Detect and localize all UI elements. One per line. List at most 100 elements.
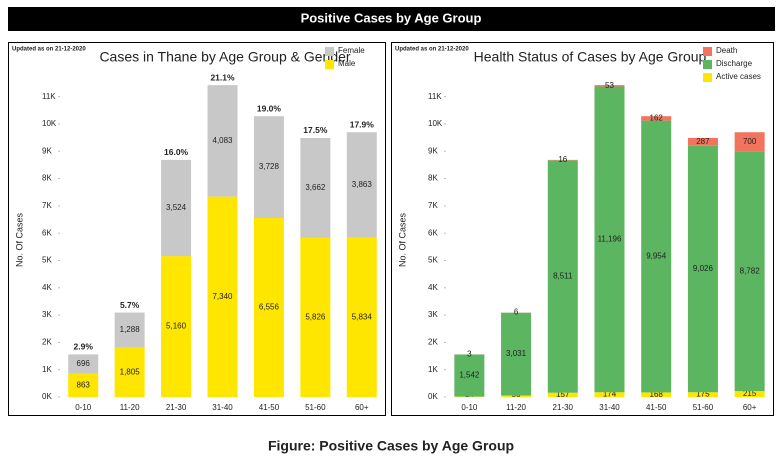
y-tick-label: 6K: [42, 228, 52, 237]
y-tick-label: 1K: [428, 365, 438, 374]
share-label: 21.1%: [210, 72, 235, 82]
value-label: 175: [696, 390, 710, 399]
bar-segment: [114, 347, 145, 397]
value-label: 3: [467, 350, 472, 359]
value-label: 1,805: [120, 367, 141, 376]
y-tick-label: 3K: [42, 310, 52, 319]
bar-segment: [207, 85, 238, 197]
share-label: 19.0%: [257, 103, 282, 113]
y-tick-label: 10K: [428, 119, 443, 128]
bar-segment: [687, 137, 718, 146]
value-label: 4,083: [212, 136, 233, 145]
value-label: 16: [558, 155, 567, 164]
x-tick-label: 11-20: [506, 403, 526, 412]
note: Updated as on 21-12-2020: [12, 47, 86, 53]
bar-segment: [161, 159, 192, 257]
y-tick-label: 4K: [428, 283, 438, 292]
x-tick-label: 60+: [355, 403, 369, 412]
bar-segment: [300, 137, 331, 238]
value-label: 863: [77, 380, 91, 389]
bar-segment: [687, 145, 718, 393]
y-tick-label: 2K: [42, 338, 52, 347]
bar-segment: [346, 132, 377, 238]
share-label: 5.7%: [120, 300, 140, 310]
y-tick-label: 0K: [428, 392, 438, 401]
header-title: Positive Cases by Age Group: [301, 10, 482, 25]
x-tick-label: 11-20: [120, 403, 140, 412]
value-label: 53: [605, 81, 614, 90]
x-tick-label: 51-60: [305, 403, 326, 412]
share-label: 17.9%: [350, 119, 375, 129]
value-label: 3,863: [352, 180, 373, 189]
value-label: 3,728: [259, 162, 280, 171]
y-tick-label: 6K: [428, 228, 438, 237]
legend-swatch: [325, 47, 334, 56]
legend-label: Male: [338, 59, 356, 68]
y-tick-label: 5K: [428, 256, 438, 265]
y-tick-label: 9K: [428, 146, 438, 155]
bar-segment: [114, 312, 145, 348]
value-label: 1,542: [459, 371, 480, 380]
y-tick-label: 3K: [428, 310, 438, 319]
value-label: 11,196: [598, 235, 622, 244]
legend-label: Death: [716, 46, 737, 55]
chart-title: Health Status of Cases by Age Group: [474, 49, 707, 65]
x-tick-label: 51-60: [693, 403, 714, 412]
y-tick-label: 5K: [42, 256, 52, 265]
value-label: 6: [514, 308, 519, 317]
x-tick-label: 21-30: [166, 403, 187, 412]
legend-swatch: [325, 60, 334, 69]
y-tick-label: 2K: [428, 338, 438, 347]
caption: Figure: Positive Cases by Age Group: [268, 438, 514, 454]
legend-label: Female: [338, 46, 365, 55]
value-label: 8,782: [740, 266, 761, 275]
x-tick-label: 21-30: [553, 403, 574, 412]
bar-segment: [207, 196, 238, 397]
value-label: 9,026: [693, 264, 714, 273]
y-axis-label: No. Of Cases: [397, 212, 407, 267]
value-label: 6,556: [259, 303, 280, 312]
value-label: 5,834: [352, 312, 373, 321]
y-tick-label: 7K: [428, 201, 438, 210]
legend-swatch: [703, 73, 712, 82]
bar-segment: [594, 85, 625, 87]
header-bar: [8, 7, 775, 31]
share-label: 2.9%: [74, 342, 94, 352]
bar-segment: [594, 86, 625, 393]
value-label: 3,031: [506, 349, 527, 358]
value-label: 696: [77, 359, 91, 368]
y-tick-label: 11K: [428, 92, 442, 101]
bar-segment: [547, 160, 578, 393]
value-label: 215: [743, 389, 757, 398]
bar-segment: [501, 395, 532, 397]
value-label: 1,288: [120, 325, 141, 334]
x-tick-label: 0-10: [75, 403, 92, 412]
value-label: 168: [650, 390, 664, 399]
chart-title: Cases in Thane by Age Group & Gender: [99, 49, 350, 65]
value-label: 3,662: [305, 183, 326, 192]
bar-segment: [641, 392, 672, 397]
y-tick-label: 9K: [42, 146, 52, 155]
y-axis-label: No. Of Cases: [14, 212, 24, 267]
bar-segment: [161, 256, 192, 397]
bar-segment: [68, 354, 99, 374]
bar-segment: [641, 120, 672, 393]
value-label: 5,160: [166, 322, 187, 331]
bar-segment: [641, 116, 672, 121]
value-label: 3,524: [166, 203, 187, 212]
value-label: 174: [603, 390, 617, 399]
bar-segment: [547, 392, 578, 397]
y-tick-label: 8K: [42, 174, 52, 183]
panel-border: [8, 42, 386, 416]
bar-segment: [253, 116, 284, 218]
x-tick-label: 41-50: [259, 403, 280, 412]
bar-segment: [454, 354, 485, 397]
panel-border: [391, 42, 774, 416]
bar-segment: [687, 392, 718, 397]
y-tick-label: 4K: [42, 283, 52, 292]
y-tick-label: 10K: [42, 119, 57, 128]
bar-segment: [68, 373, 99, 397]
bar-segment: [594, 392, 625, 397]
y-tick-label: 0K: [42, 392, 52, 401]
